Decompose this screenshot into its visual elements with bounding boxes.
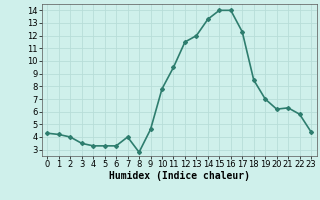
X-axis label: Humidex (Indice chaleur): Humidex (Indice chaleur) (109, 171, 250, 181)
